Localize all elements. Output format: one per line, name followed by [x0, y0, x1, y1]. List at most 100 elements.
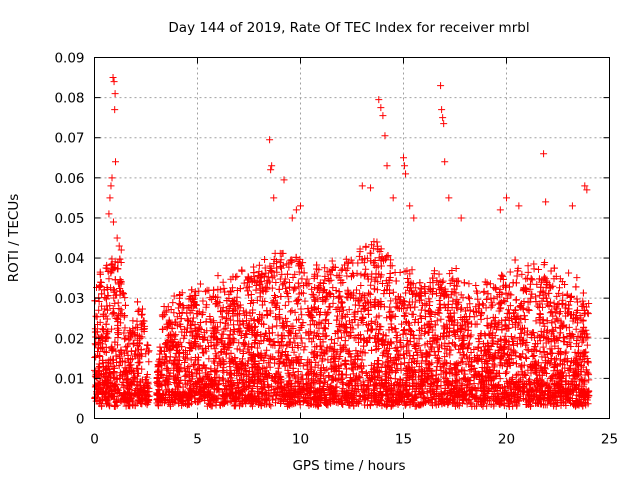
data-point [188, 369, 195, 377]
data-point [233, 272, 241, 280]
data-point [284, 340, 292, 348]
data-points [91, 74, 593, 410]
data-point [121, 312, 129, 319]
data-point [363, 321, 371, 329]
data-point [230, 306, 238, 314]
data-point [277, 293, 285, 301]
data-point [230, 321, 238, 329]
data-point [486, 280, 494, 288]
data-point [489, 360, 497, 368]
data-point [135, 306, 143, 314]
data-point [267, 402, 275, 410]
data-point [240, 307, 248, 315]
data-point [446, 270, 454, 278]
data-point [506, 302, 514, 310]
data-point [361, 270, 369, 278]
data-point [439, 277, 447, 285]
data-point [345, 306, 353, 314]
data-point [525, 346, 533, 354]
data-point [481, 330, 489, 338]
data-point [298, 275, 306, 283]
data-point [523, 274, 531, 282]
data-point [271, 249, 279, 257]
data-point [261, 255, 269, 263]
data-point [138, 311, 146, 319]
data-point [501, 298, 509, 306]
data-point [342, 397, 350, 405]
data-point [528, 276, 536, 284]
data-point [247, 315, 255, 323]
data-point [268, 284, 276, 292]
data-point [219, 278, 227, 286]
data-point [470, 345, 478, 353]
data-point [555, 284, 563, 292]
data-point [310, 329, 318, 337]
data-point [306, 321, 314, 329]
data-point [387, 320, 395, 328]
data-point [321, 276, 329, 284]
data-point [358, 369, 366, 377]
data-point [260, 364, 268, 372]
data-point [196, 280, 204, 288]
data-point [290, 334, 298, 342]
data-point [308, 285, 316, 293]
data-point [527, 294, 535, 302]
data-point [434, 381, 442, 389]
data-point [116, 310, 124, 318]
data-point [279, 249, 287, 257]
data-point [474, 295, 482, 303]
data-point [495, 307, 503, 315]
data-point [461, 307, 469, 315]
data-point [540, 261, 548, 269]
data-point [210, 341, 218, 349]
data-point [532, 317, 540, 325]
data-point [175, 300, 183, 308]
data-point [421, 341, 429, 349]
data-point [214, 272, 222, 280]
data-point [259, 297, 267, 305]
chart-title: Day 144 of 2019, Rate Of TEC Index for r… [168, 20, 529, 36]
data-point [298, 311, 306, 319]
data-point [351, 301, 359, 309]
data-point [387, 307, 395, 315]
data-point [452, 360, 460, 368]
data-point [255, 317, 263, 325]
data-point [398, 320, 406, 328]
data-point [295, 326, 303, 334]
data-point [378, 253, 386, 261]
data-point [509, 359, 517, 367]
data-point [522, 354, 530, 362]
data-point [189, 314, 197, 322]
data-point [323, 332, 331, 340]
data-point [357, 282, 365, 290]
data-point [565, 372, 573, 380]
data-point [421, 382, 429, 390]
data-point [219, 376, 227, 384]
data-point [338, 333, 346, 341]
data-point [550, 275, 558, 283]
data-point [389, 288, 397, 296]
data-point [363, 327, 371, 335]
data-point [242, 284, 250, 292]
data-point [467, 331, 475, 339]
data-point [295, 283, 303, 291]
data-point [491, 361, 499, 369]
data-point [263, 363, 271, 371]
data-point [244, 287, 252, 295]
data-point [169, 299, 177, 307]
data-point [483, 347, 491, 355]
data-point [255, 261, 263, 269]
data-point [443, 320, 451, 328]
data-point [445, 313, 453, 321]
data-point [315, 289, 323, 297]
data-point [331, 330, 339, 338]
data-point [92, 312, 100, 320]
data-point [137, 321, 145, 329]
data-point [208, 296, 216, 304]
data-point [241, 333, 249, 341]
data-point [362, 265, 370, 273]
data-point [284, 293, 292, 301]
data-point [530, 260, 538, 268]
data-point [263, 346, 271, 354]
